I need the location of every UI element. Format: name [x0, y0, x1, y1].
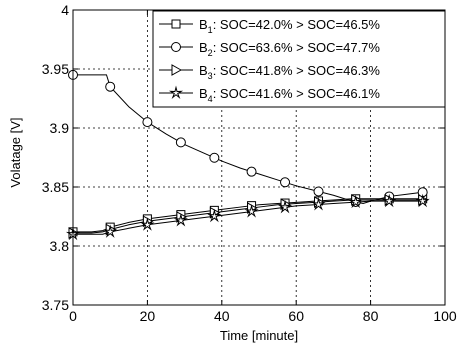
legend-label: B2: SOC=63.6% > SOC=47.7% — [199, 40, 380, 58]
data-point — [103, 224, 118, 238]
data-point — [105, 81, 116, 92]
legend-marker — [168, 85, 184, 100]
series-line — [73, 200, 427, 235]
legend-label: B1: SOC=42.0% > SOC=46.5% — [199, 17, 380, 35]
data-point — [311, 196, 326, 211]
y-tick-label: 3.95 — [42, 61, 69, 77]
y-axis-label: Volatage [V] — [8, 117, 23, 187]
x-axis-label: Time [minute] — [220, 328, 298, 343]
y-tick-label: 3.9 — [50, 120, 70, 136]
data-point — [173, 213, 188, 227]
x-tick-label: 80 — [363, 308, 379, 324]
tick-labels: 0 20 40 60 80 100 3.75 3.8 3.85 3.9 3.95 4 — [42, 2, 457, 324]
series-layer — [65, 69, 430, 241]
data-point — [246, 166, 257, 177]
y-tick-label: 4 — [61, 2, 69, 18]
plot-frame — [72, 9, 446, 306]
legend: B1: SOC=42.0% > SOC=46.5% B2: SOC=63.6% >… — [152, 10, 446, 108]
data-point — [209, 152, 220, 163]
y-tick-label: 3.8 — [50, 238, 70, 254]
legend-entry-b2: B2: SOC=63.6% > SOC=47.7% — [159, 40, 380, 58]
data-point — [175, 137, 186, 148]
legend-marker — [171, 19, 181, 29]
legend-entry-b1: B1: SOC=42.0% > SOC=46.5% — [159, 17, 380, 35]
legend-label: B3: SOC=41.8% > SOC=46.3% — [199, 63, 380, 81]
legend-box — [152, 10, 446, 108]
data-point — [382, 193, 397, 208]
data-point — [313, 186, 324, 197]
data-point — [140, 217, 155, 231]
data-point — [415, 193, 430, 208]
legend-label: B4: SOC=41.6% > SOC=46.1% — [199, 86, 380, 104]
legend-marker — [171, 42, 181, 52]
y-tick-label: 3.75 — [42, 297, 69, 313]
series-b4 — [65, 193, 430, 241]
x-tick-label: 20 — [140, 308, 156, 324]
data-point — [277, 199, 293, 214]
y-tick-label: 3.85 — [42, 179, 69, 195]
data-point — [207, 208, 222, 223]
grid-lines — [73, 10, 445, 305]
data-point — [280, 177, 291, 188]
x-tick-label: 60 — [288, 308, 304, 324]
legend-marker — [171, 64, 183, 76]
x-tick-label: 0 — [69, 308, 77, 324]
x-tick-label: 100 — [433, 308, 457, 324]
legend-entry-b3: B3: SOC=41.8% > SOC=46.3% — [159, 63, 380, 81]
legend-entry-b4: B4: SOC=41.6% > SOC=46.1% — [159, 85, 380, 104]
x-tick-label: 40 — [214, 308, 230, 324]
data-point — [142, 117, 153, 128]
data-point — [348, 194, 363, 209]
data-point — [244, 204, 259, 218]
